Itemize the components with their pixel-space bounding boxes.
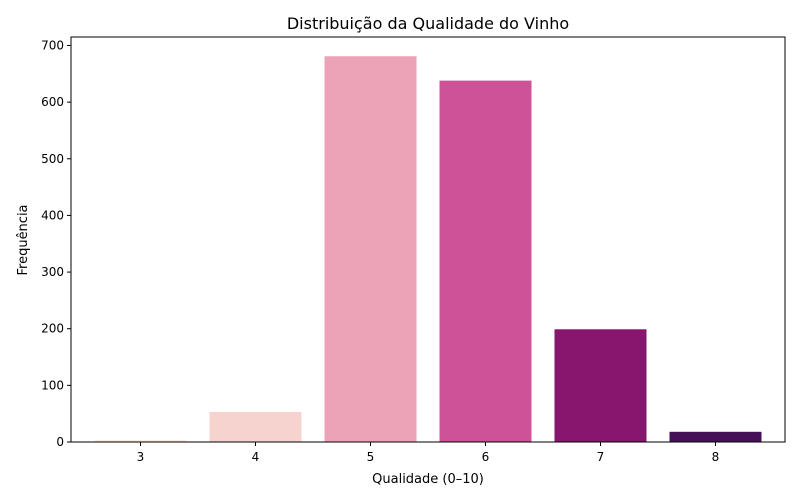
bar-5	[324, 56, 417, 443]
y-tick-label-100: 100	[41, 378, 64, 392]
y-tick-label-200: 200	[41, 322, 64, 336]
x-tick-label-3: 3	[137, 450, 145, 464]
bar-7	[554, 329, 647, 442]
y-tick-label-700: 700	[41, 38, 64, 52]
y-tick-label-400: 400	[41, 208, 64, 222]
x-tick-label-4: 4	[252, 450, 260, 464]
x-tick-label-8: 8	[712, 450, 720, 464]
x-tick-label-5: 5	[367, 450, 375, 464]
y-tick-label-0: 0	[56, 435, 64, 449]
x-tick-label-7: 7	[597, 450, 605, 464]
x-axis: 3 4 5 6 7 8	[137, 442, 720, 464]
y-tick-label-600: 600	[41, 95, 64, 109]
bars-group	[94, 56, 762, 443]
bar-4	[209, 411, 302, 442]
y-axis: 0 100 200 300 400 500 600 700	[41, 38, 71, 449]
y-tick-label-300: 300	[41, 265, 64, 279]
y-tick-label-500: 500	[41, 152, 64, 166]
bar-8	[669, 431, 762, 442]
bar-3	[94, 440, 187, 442]
bar-6	[439, 80, 532, 442]
y-axis-label: Frequência	[16, 204, 31, 275]
plot-frame	[70, 36, 786, 443]
x-tick-label-6: 6	[482, 450, 490, 464]
chart-title: Distribuição da Qualidade do Vinho	[287, 14, 569, 33]
x-axis-label: Qualidade (0–10)	[372, 472, 484, 487]
